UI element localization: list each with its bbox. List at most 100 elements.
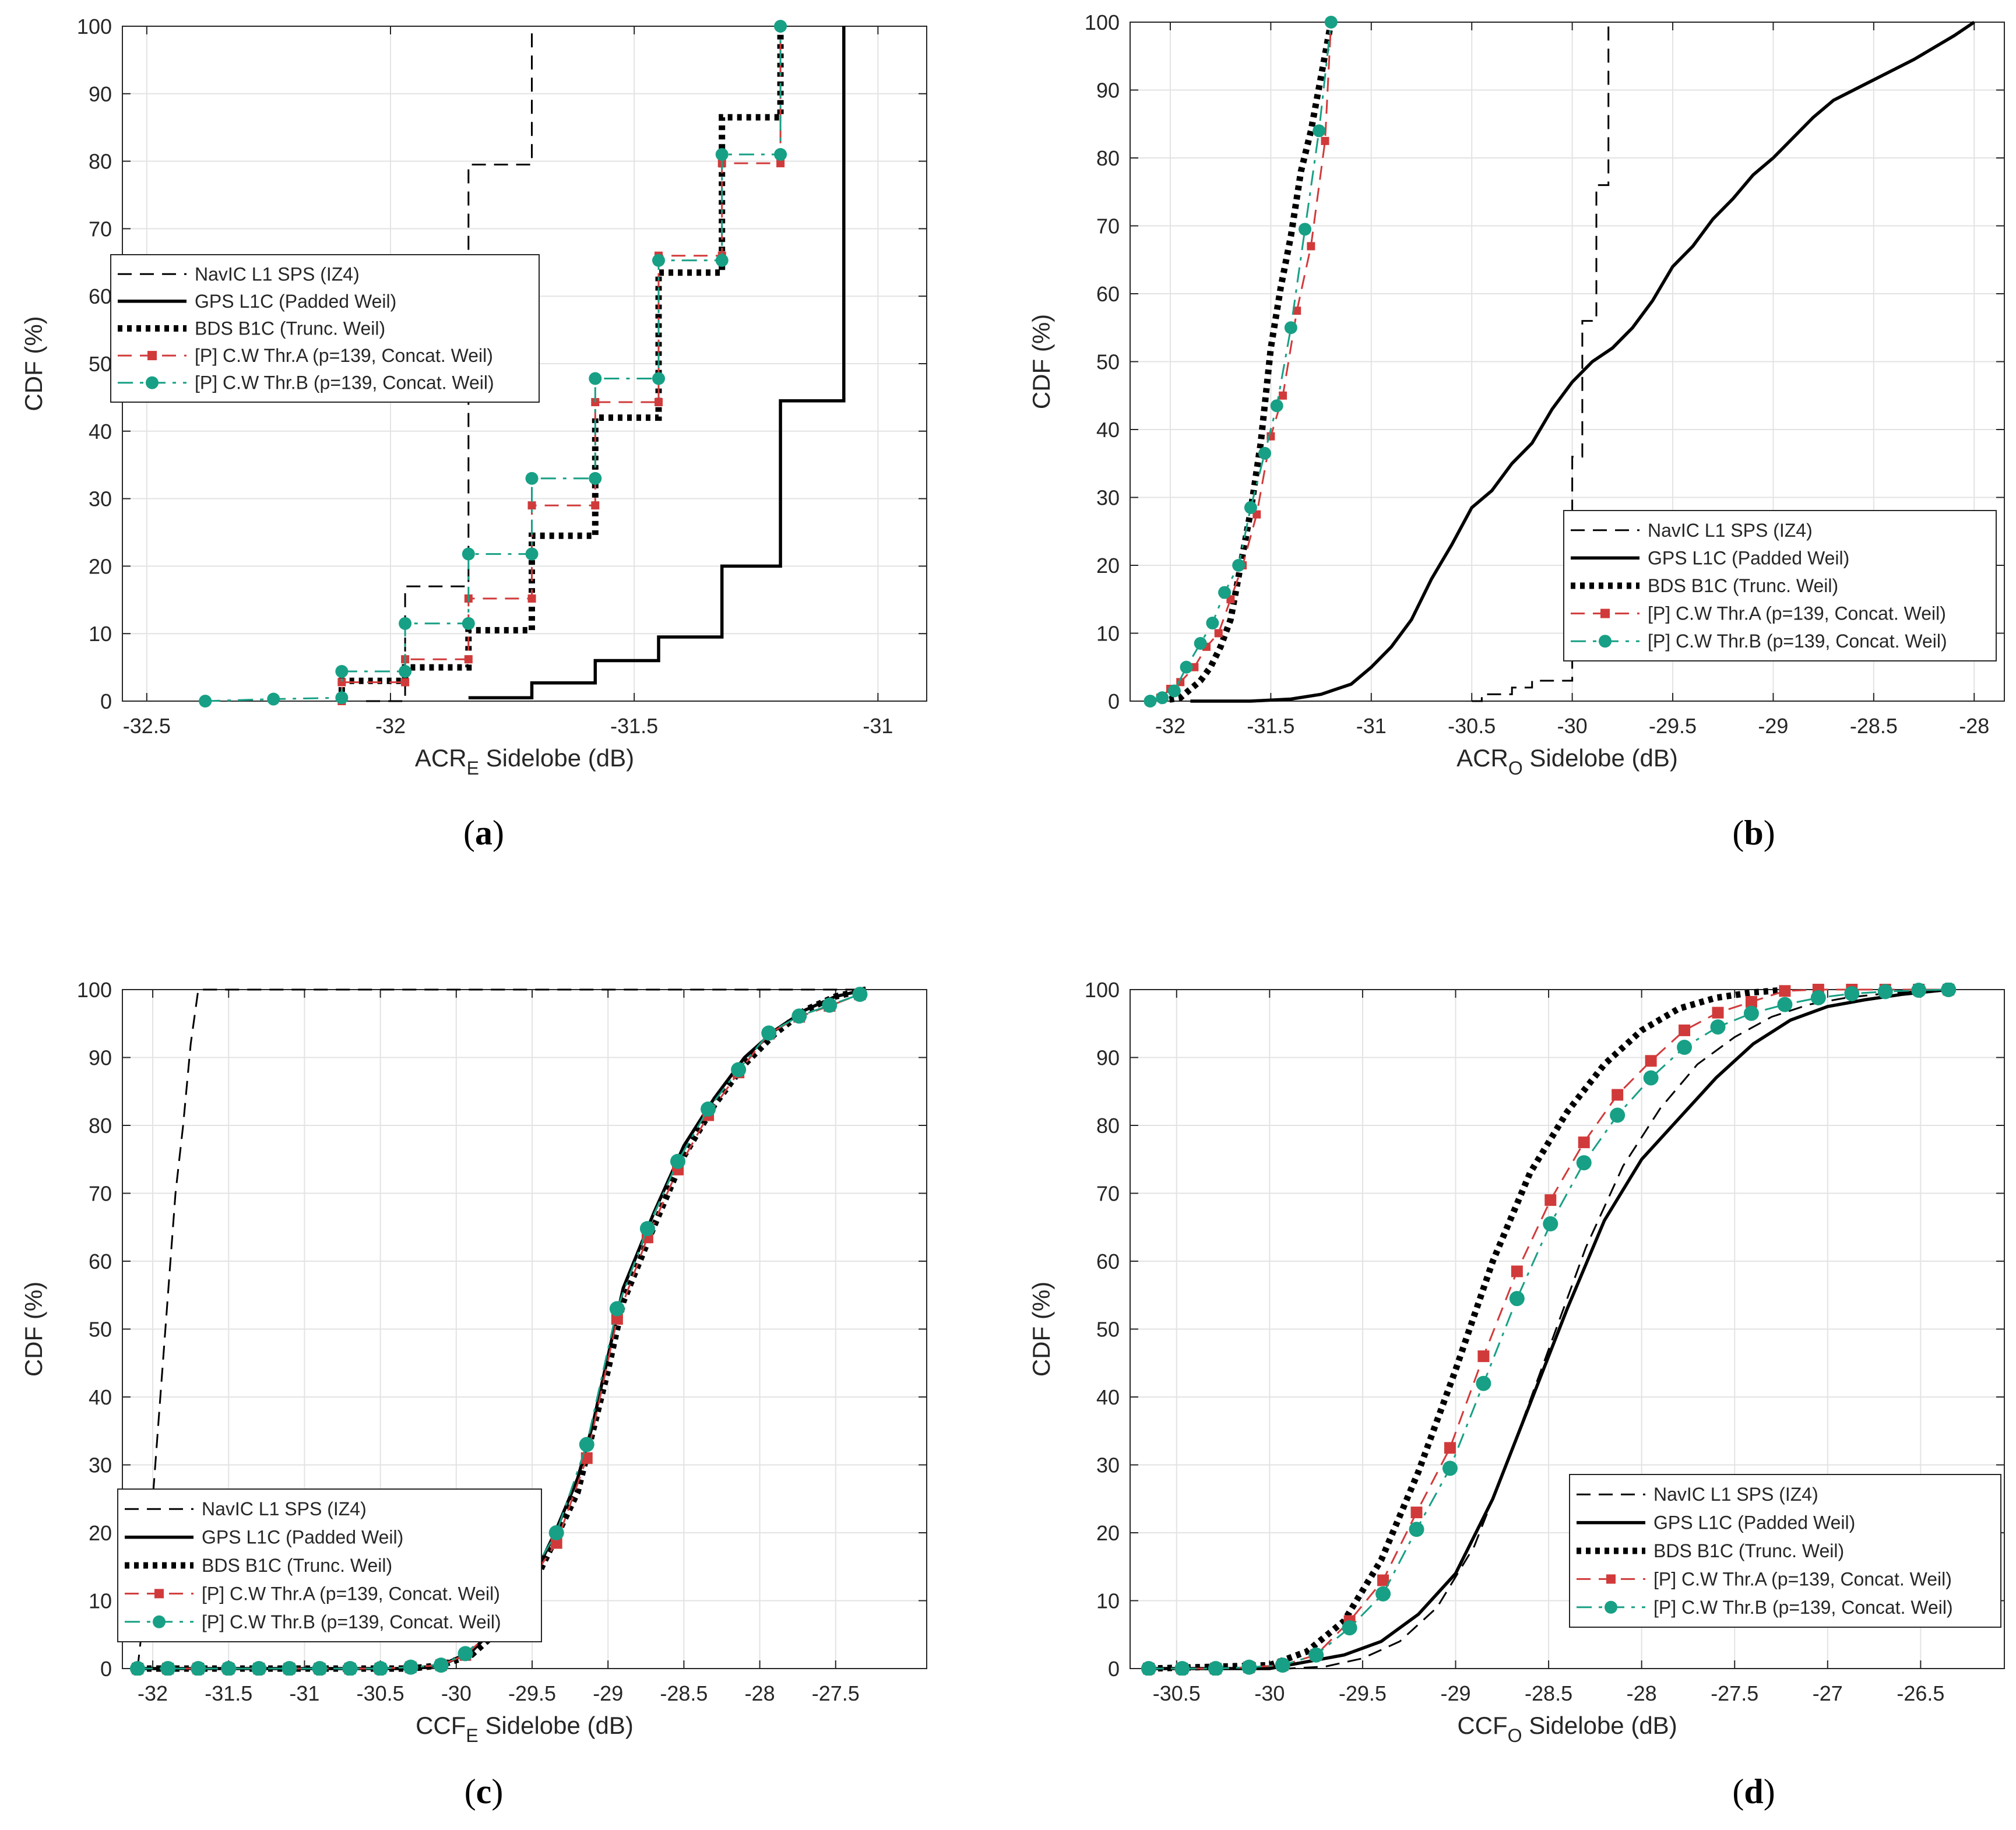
data-point-circle [1141,1661,1156,1676]
x-tick-label: -29.5 [1649,714,1697,738]
y-tick-label: 30 [1096,1454,1120,1477]
data-point-circle [372,1661,388,1676]
panel-tag-d: (d) [1637,1772,1870,1812]
x-tick-label: -28 [1627,1681,1657,1705]
data-point-circle [1877,984,1893,1000]
data-point-square [464,655,473,664]
x-axis-label-sub: E [467,758,479,779]
series-line-3 [1148,986,1791,1672]
x-tick-label: -28 [1959,714,1989,738]
y-tick-label: 40 [1096,418,1120,442]
x-tick-label: -26.5 [1897,1681,1944,1705]
data-point-square [1377,1574,1389,1586]
x-tick-label: -29 [1758,714,1788,738]
panel-tag-c-close: ) [491,1772,504,1811]
x-tick-label: -30.5 [1448,714,1496,738]
x-axis-label: CCFE Sidelobe (dB) [416,1712,634,1746]
data-point-circle [462,547,475,561]
panel-tag-b-close: ) [1763,814,1775,852]
data-point-circle [548,1525,564,1540]
legend-marker-square [1600,608,1610,618]
data-point-circle [399,665,412,678]
y-tick-label: 10 [89,1589,112,1613]
panel-tag-a: (a) [367,813,600,853]
data-point-circle [160,1661,176,1676]
legend-label-3: BDS B1C (Trunc. Weil) [202,1555,392,1576]
legend-label-5: [P] C.W Thr.B (p=139, Concat. Weil) [202,1611,501,1632]
legend-marker-circle [1599,635,1612,648]
legend-label-5: [P] C.W Thr.B (p=139, Concat. Weil) [1653,1597,1953,1618]
panel-tag-a-letter: a [475,814,492,852]
y-tick-label: 60 [89,1250,112,1273]
legend-label-4: [P] C.W Thr.A (p=139, Concat. Weil) [202,1583,500,1604]
chart-panel-d: -30.5 -30 -29.5 -29 -28.5 -28 -27.5 -27 -26.5 0 10… [1008,944,2016,1830]
data-point-circle [335,665,349,678]
legend-label-1: NavIC L1 SPS (IZ4) [202,1498,367,1519]
y-tick-label: 70 [1096,1182,1120,1206]
panel-tag-b-letter: b [1744,814,1764,852]
panel-tag-d-letter: d [1744,1772,1764,1811]
y-tick-label: 90 [89,82,112,106]
x-tick-label: -30.5 [1153,1681,1201,1705]
data-point-circle [1206,617,1219,630]
data-point-square [401,678,410,687]
data-point-circle [1180,660,1193,674]
panel-tag-c-open: ( [464,1772,476,1811]
data-point-circle [267,692,280,706]
data-point-circle [1643,1070,1659,1086]
x-axis-label: ACRO Sidelobe (dB) [1456,744,1678,779]
legend-label-2: GPS L1C (Padded Weil) [1653,1512,1855,1533]
data-point-circle [403,1659,418,1675]
data-point-circle [1677,1040,1693,1055]
data-point-circle [652,254,665,267]
y-axis-label: CDF (%) [1028,1282,1055,1377]
series-line-1 [1472,22,1610,702]
data-point-circle [1610,1107,1626,1123]
data-point-circle [1194,636,1207,650]
x-tick-label: -28 [745,1681,775,1705]
x-axis-label-rest: Sidelobe (dB) [1522,1712,1677,1739]
data-point-square [591,501,600,510]
y-tick-label: 100 [77,978,112,1002]
legend: NavIC L1 SPS (IZ4) GPS L1C (Padded Weil) B… [117,1488,542,1642]
series-line-2 [1148,988,1949,1670]
x-tick-label: -32 [1155,714,1185,738]
y-tick-label: 60 [1096,1250,1120,1273]
data-point-circle [1710,1019,1726,1035]
y-tick-label: 60 [89,284,112,308]
y-tick-label: 0 [100,1657,112,1681]
x-tick-label: -31.5 [1247,714,1294,738]
data-point-square [1511,1265,1523,1278]
y-tick-label: 100 [1085,10,1120,34]
y-tick-label: 100 [1085,978,1120,1002]
y-tick-label: 20 [89,554,112,578]
panel-tag-c: (c) [367,1772,600,1812]
data-point-circle [1777,997,1793,1012]
x-tick-label: -29.5 [508,1681,556,1705]
y-tick-label: 90 [1096,79,1120,103]
data-point-circle [1941,983,1957,997]
data-point-circle [1375,1586,1391,1602]
y-tick-label: 80 [1096,1114,1120,1138]
data-point-square [1712,1006,1724,1019]
series-line-1 [1148,988,1949,1670]
x-axis-label: CCFO Sidelobe (dB) [1457,1712,1677,1746]
x-tick-label: -31.5 [205,1681,252,1705]
x-axis-label-sub: O [1508,1725,1522,1746]
data-point-circle [1308,1647,1324,1663]
data-point-circle [1270,399,1283,413]
y-axis-label: CDF (%) [1028,314,1055,409]
y-tick-label: 80 [1096,146,1120,170]
legend-marker-square [154,1589,164,1599]
panel-tag-b: (b) [1637,813,1870,853]
x-axis-label-sub: O [1508,758,1523,779]
data-point-square [1645,1055,1657,1067]
legend-marker-circle [146,376,159,389]
data-point-circle [1442,1461,1458,1476]
data-point-circle [1342,1620,1357,1636]
data-point-square [527,594,536,603]
data-point-circle [1167,684,1181,698]
y-tick-label: 40 [89,420,112,444]
series-line-3 [1159,22,1335,705]
data-point-circle [462,617,475,630]
